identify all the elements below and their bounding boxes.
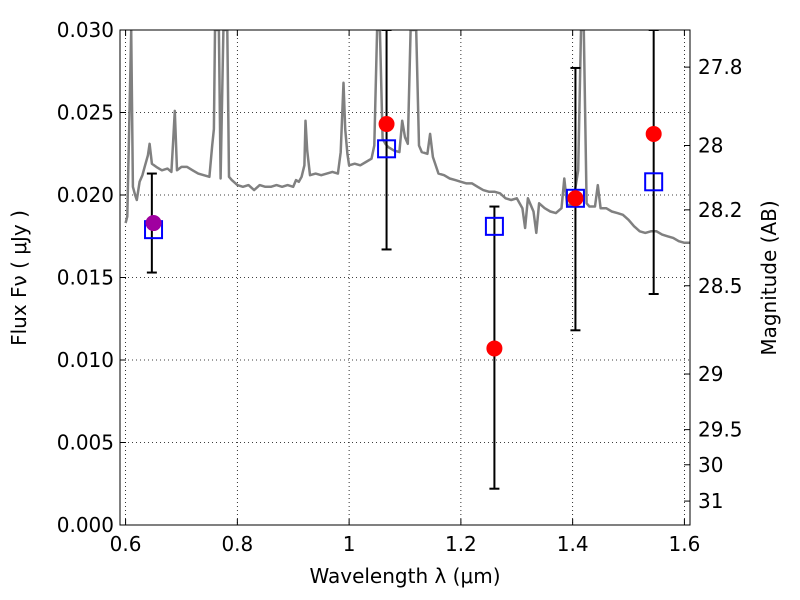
observed-point	[645, 125, 662, 142]
y2-tick-label: 31	[698, 489, 723, 513]
secondary-y-axis: 27.8 28 28.2 28.5 29 29.5 30 31	[684, 55, 743, 513]
y-axis-label: Flux Fν ( μJy )	[7, 210, 31, 346]
plot-area	[124, 30, 690, 490]
y2-tick-label: 28	[698, 134, 723, 158]
x-tick-label: 1.4	[557, 532, 589, 556]
y2-tick-label: 29	[698, 362, 723, 386]
y2-tick-label: 28.2	[698, 198, 743, 222]
series-layer	[124, 30, 690, 490]
x-tick-label: 1	[343, 532, 356, 556]
y-tick-label: 0.015	[57, 266, 114, 290]
y2-axis-label: Magnitude (AB)	[757, 200, 781, 355]
y-axis: 0.000 0.005 0.010 0.015 0.020 0.025 0.030	[57, 18, 126, 537]
x-tick-label: 0.8	[221, 532, 253, 556]
model-square-marker	[565, 188, 585, 208]
model-square-marker	[484, 216, 504, 236]
y-tick-label: 0.020	[57, 183, 114, 207]
observed-point	[145, 215, 162, 232]
x-tick-label: 0.6	[110, 532, 142, 556]
y-tick-label: 0.030	[57, 18, 114, 42]
model-square-marker	[377, 139, 397, 159]
y-tick-label: 0.010	[57, 348, 114, 372]
y2-tick-label: 27.8	[698, 55, 743, 79]
x-axis: 0.6 0.8 1 1.2 1.4 1.6	[110, 30, 701, 556]
y-tick-label: 0.025	[57, 101, 114, 125]
observed-point	[567, 190, 584, 207]
y-tick-label: 0.000	[57, 513, 114, 537]
x-tick-label: 1.6	[669, 532, 701, 556]
grid-lines	[120, 29, 690, 526]
spectrum-line	[124, 30, 690, 245]
observed-point	[486, 340, 503, 357]
y2-tick-label: 30	[698, 453, 723, 477]
x-tick-label: 1.2	[445, 532, 477, 556]
y2-tick-label: 29.5	[698, 418, 743, 442]
model-square-marker	[644, 172, 664, 192]
observed-point	[378, 116, 395, 133]
y2-tick-label: 28.5	[698, 274, 743, 298]
x-axis-label: Wavelength λ (μm)	[309, 564, 500, 588]
y-tick-label: 0.005	[57, 431, 114, 455]
